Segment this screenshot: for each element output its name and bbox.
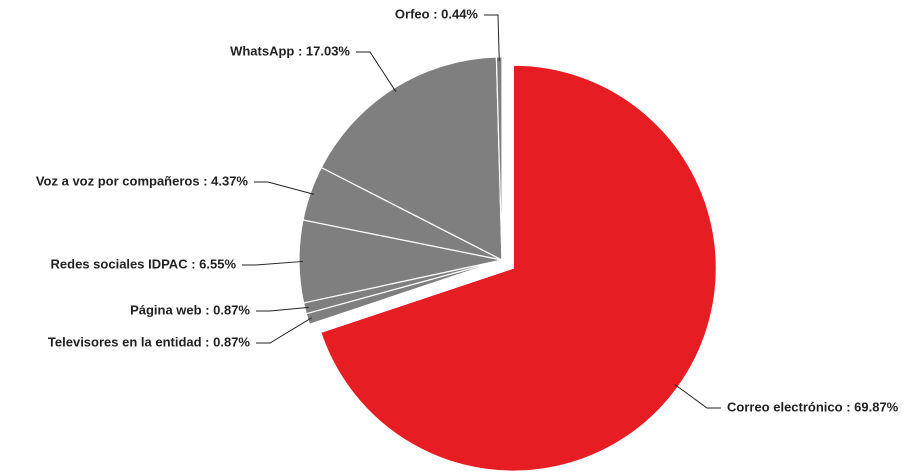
slice-label: Página web : 0.87% [130, 302, 250, 317]
slice-label: Correo electrónico : 69.87% [727, 399, 899, 414]
slice-label: Voz a voz por compañeros : 4.37% [36, 173, 249, 188]
leader-line [256, 317, 312, 344]
leader-line [256, 306, 309, 312]
leader-line [254, 181, 315, 195]
slice-label: WhatsApp : 17.03% [230, 43, 350, 58]
leader-line [356, 51, 397, 92]
leader-line [674, 384, 721, 409]
slice-label: Televisores en la entidad : 0.87% [48, 334, 251, 349]
slice-label: Redes sociales IDPAC : 6.55% [51, 256, 237, 271]
leader-line [242, 260, 304, 266]
slice-label: Orfeo : 0.44% [395, 6, 479, 21]
leader-line [484, 14, 500, 62]
